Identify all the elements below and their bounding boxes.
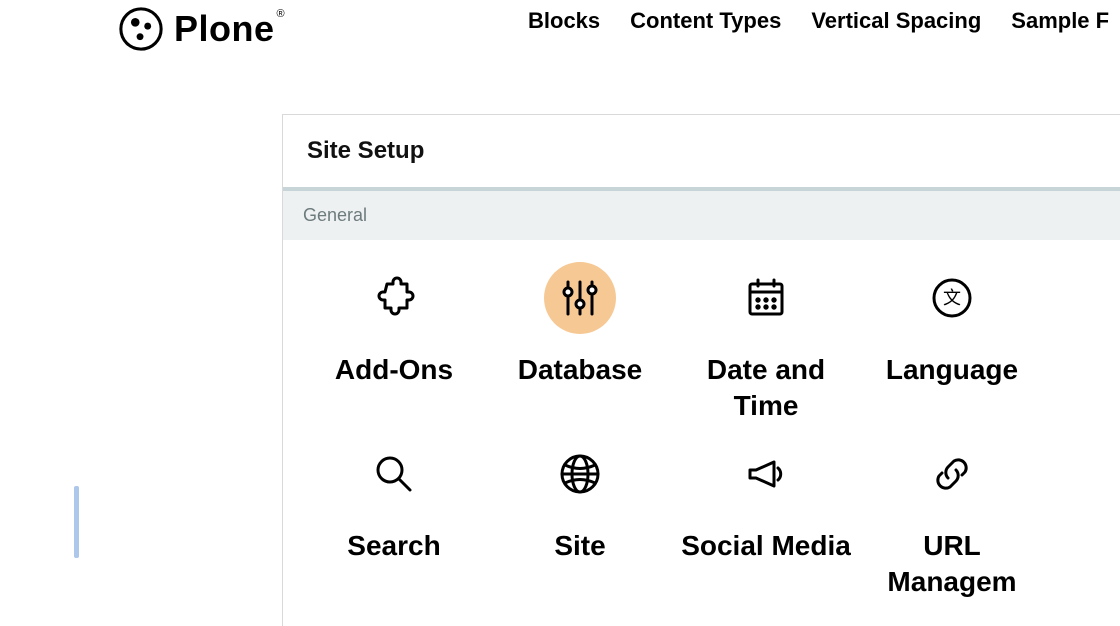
tile-label: Language [886, 352, 1018, 388]
tile-label: Add-Ons [335, 352, 453, 388]
calendar-icon [742, 274, 790, 322]
tile-site[interactable]: Site [487, 438, 673, 614]
tile-language[interactable]: 文 Language [859, 262, 1045, 438]
brand-logo[interactable]: Plone® [118, 6, 285, 52]
section-general: General [283, 191, 1120, 240]
tile-add-ons[interactable]: Add-Ons [301, 262, 487, 438]
link-icon [928, 450, 976, 498]
tile-label: Date and Time [676, 352, 856, 425]
tile-label: Search [347, 528, 440, 564]
plone-logo-icon [118, 6, 164, 52]
tile-social-media[interactable]: Social Media [673, 438, 859, 614]
tile-mail[interactable]: M [1045, 262, 1120, 438]
tile-label: Social Media [681, 528, 851, 564]
tile-label: URL Managem [862, 528, 1042, 601]
globe-icon [556, 450, 604, 498]
language-circle-icon: 文 [928, 274, 976, 322]
tile-search[interactable]: Search [301, 438, 487, 614]
tile-label: Site [554, 528, 605, 564]
top-nav: Blocks Content Types Vertical Spacing Sa… [528, 8, 1109, 34]
tile-label: Database [518, 352, 643, 388]
left-rail-marker [74, 486, 79, 558]
brand-name: Plone® [174, 8, 285, 50]
panel-title: Site Setup [307, 137, 424, 165]
settings-grid: Add-Ons Database [283, 240, 1120, 614]
nav-item-vertical-spacing[interactable]: Vertical Spacing [811, 8, 981, 34]
tile-database[interactable]: Database [487, 262, 673, 438]
tile-date-and-time[interactable]: Date and Time [673, 262, 859, 438]
magnifier-icon [370, 450, 418, 498]
nav-item-sample[interactable]: Sample F [1011, 8, 1109, 34]
tile-undo[interactable]: Ur [1045, 438, 1120, 614]
panel-header: Site Setup [283, 115, 1120, 191]
svg-text:文: 文 [943, 288, 961, 308]
nav-item-blocks[interactable]: Blocks [528, 8, 600, 34]
sliders-icon [556, 274, 604, 322]
site-setup-panel: Site Setup General Add-Ons [282, 114, 1120, 626]
puzzle-icon [370, 274, 418, 322]
megaphone-icon [742, 450, 790, 498]
nav-item-content-types[interactable]: Content Types [630, 8, 781, 34]
top-header: Plone® Blocks Content Types Vertical Spa… [0, 0, 1120, 70]
tile-url-management[interactable]: URL Managem [859, 438, 1045, 614]
